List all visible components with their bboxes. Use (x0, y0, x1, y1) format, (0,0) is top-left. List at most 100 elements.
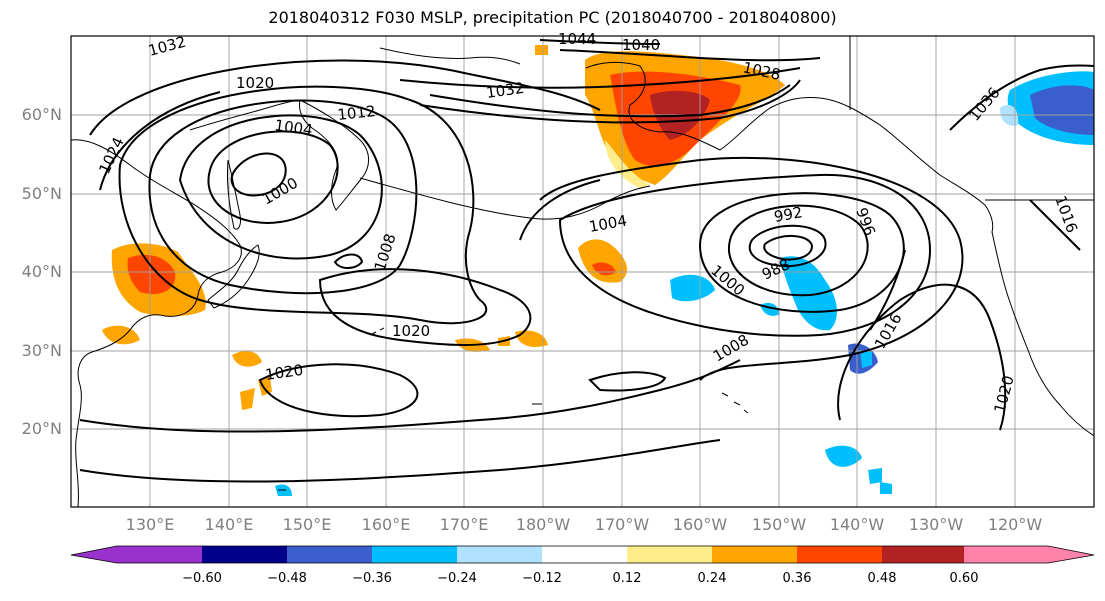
colorbar-tick-label: 0.60 (949, 571, 979, 586)
precip-neg-8 (880, 482, 892, 494)
isobar-1004-east (558, 173, 932, 337)
lat-label: 50°N (21, 184, 62, 203)
lon-label: 130°E (125, 515, 175, 534)
lon-label: 160°W (672, 515, 728, 534)
clabel-1040: 1040 (622, 36, 660, 54)
isobar-ne-1016 (1029, 199, 1081, 251)
clabel-1020-e: 1020 (990, 373, 1017, 415)
coast-aleutians (359, 177, 651, 220)
clabel-1016-e: 1016 (871, 310, 906, 352)
coast-chukotka (379, 47, 521, 65)
isobar-1020-south (258, 363, 419, 418)
coast-japan (207, 244, 260, 309)
lat-label: 30°N (21, 341, 62, 360)
coast-alaska-west (585, 61, 721, 151)
isobar-1004-small (333, 253, 364, 269)
colorbar-tick-label: −0.60 (182, 571, 222, 586)
colorbar-tick-label: 0.12 (612, 571, 642, 586)
clabel-1032-nw: 1032 (146, 33, 188, 60)
isobar-1040 (559, 49, 821, 62)
precip-alaska-edge (605, 140, 650, 188)
isobar-1004-west (207, 130, 339, 224)
isobar-1008-east (539, 156, 964, 381)
precip-south-1 (232, 350, 262, 367)
colorbar-tick-label: 0.36 (782, 571, 812, 586)
isobar-1012-south (79, 439, 721, 483)
colorbar-bin (712, 546, 797, 563)
colorbar-tick-label: −0.12 (522, 571, 562, 586)
precip-canada-mid (1030, 85, 1094, 135)
isobar-1012-west (148, 99, 418, 295)
clabel-996: 996 (852, 205, 879, 238)
isobar-1044 (539, 39, 661, 45)
lon-label: 140°W (829, 515, 885, 534)
isobar-1024 (99, 91, 221, 191)
clabel-1004-w: 1004 (273, 116, 313, 139)
coastlines (71, 36, 1094, 507)
colorbar-bin (964, 546, 1048, 563)
lat-label: 40°N (21, 262, 62, 281)
isobar-1028 (429, 84, 791, 118)
lon-label: 180°W (515, 515, 571, 534)
precip-japan-mid (127, 254, 176, 294)
precip-neg-4b (860, 350, 872, 368)
precip-neg-5 (825, 445, 862, 467)
colorbar-bin (627, 546, 712, 563)
lon-label: 130°W (908, 515, 964, 534)
clabel-1000-w: 1000 (259, 174, 301, 209)
colorbar-tick-label: −0.24 (437, 571, 477, 586)
coast-alaska-south (719, 97, 994, 233)
lon-label: 150°W (751, 515, 807, 534)
lon-label: 140°E (204, 515, 254, 534)
isobar-1016 (118, 85, 488, 325)
colorbar (70, 545, 1095, 564)
islands-hawaii (721, 392, 749, 414)
isobar-1016-south (79, 359, 741, 433)
colorbar-bin (117, 546, 202, 563)
lon-label: 120°W (987, 515, 1043, 534)
isobar-1012-east (519, 179, 601, 241)
coast-namerica (991, 231, 1094, 437)
map-frame (70, 35, 1095, 508)
isobar-992 (748, 224, 827, 268)
isobar-1016-ring (588, 371, 667, 392)
isobar-ne-1036 (949, 64, 1094, 131)
colorbar-outline (70, 545, 1095, 564)
map-title: 2018040312 F030 MSLP, precipitation PC (… (268, 8, 837, 27)
clabel-1044: 1044 (558, 30, 596, 48)
isobar-988 (763, 235, 814, 261)
clabel-1012: 1012 (337, 102, 377, 124)
precip-bering-patch (535, 45, 548, 55)
colorbar-over (1048, 546, 1094, 563)
isobar-1036-north (399, 67, 801, 89)
precip-south-2 (258, 376, 272, 396)
isobar-1020-east (837, 283, 1007, 431)
clabel-992: 992 (773, 203, 804, 226)
colorbar-bin (287, 546, 372, 563)
colorbar-bin (372, 546, 457, 563)
clabel-1020-s: 1020 (264, 361, 304, 384)
clabel-1020-mid: 1020 (392, 322, 430, 340)
isobar-1020-north (89, 59, 601, 136)
precip-neg-6 (868, 468, 882, 484)
isobar-1008-west (178, 114, 383, 260)
colorbar-bin (202, 546, 287, 563)
lon-label: 170°E (439, 515, 489, 534)
clabel-1008-w: 1008 (371, 231, 400, 273)
colorbar-tick-label: 0.24 (697, 571, 727, 586)
isobar-996 (727, 204, 869, 297)
precip-central-2 (515, 330, 548, 348)
coast-kamchatka (299, 99, 369, 211)
lon-label: 160°E (361, 515, 411, 534)
coast-asia (71, 139, 242, 507)
colorbar-tick-label: −0.36 (352, 571, 392, 586)
isobar-1020-west-south (318, 268, 532, 346)
colorbar-tick-label: 0.48 (867, 571, 897, 586)
lat-label: 20°N (21, 419, 62, 438)
clabel-1008-e: 1008 (710, 331, 752, 366)
precip-neg-1 (670, 274, 715, 302)
colorbar-bin (882, 546, 964, 563)
colorbar-bin (542, 546, 627, 563)
lon-label: 150°E (282, 515, 332, 534)
